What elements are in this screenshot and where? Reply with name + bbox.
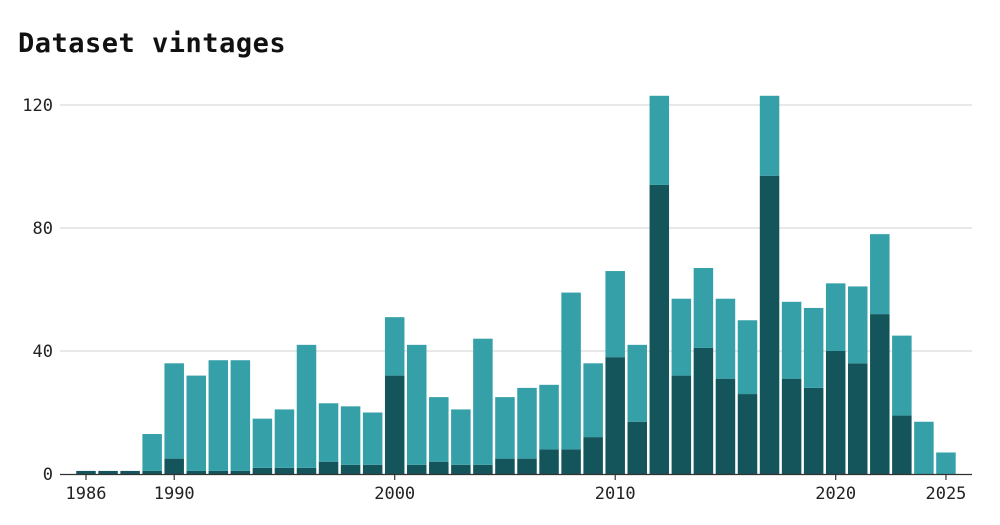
bar-lower-1991: [186, 470, 206, 474]
bar-upper-2008: [561, 292, 581, 450]
bar-lower-1994: [252, 467, 273, 474]
bar-lower-2022: [870, 314, 890, 474]
bar-lower-1993: [230, 470, 251, 474]
bar-lower-2019: [803, 387, 824, 474]
bar-lower-2001: [407, 464, 427, 474]
bar-lower-2017: [759, 175, 780, 474]
y-tick-label-40: 40: [33, 342, 53, 362]
y-tick-label-80: 80: [33, 219, 53, 239]
bar-upper-1994: [252, 418, 273, 468]
axes: 0 40 80 120 1986 1990 2000 2010 2020 2025: [22, 96, 972, 504]
bar-upper-2019: [803, 307, 824, 388]
bar-upper-2011: [627, 344, 647, 422]
bar-upper-2022: [870, 234, 890, 315]
bar-upper-1993: [230, 360, 251, 471]
bar-lower-1997: [318, 461, 339, 474]
bar-lower-2010: [605, 357, 625, 474]
bar-lower-2006: [517, 458, 537, 474]
x-tick-label-1986: 1986: [66, 484, 107, 504]
bar-lower-1990: [164, 458, 184, 474]
bar-lower-2007: [539, 449, 559, 474]
bars: [76, 95, 956, 474]
bar-lower-2000: [384, 375, 405, 474]
bar-lower-2021: [848, 363, 868, 474]
bar-upper-1998: [340, 406, 361, 465]
y-tick-label-120: 120: [22, 96, 53, 116]
bar-lower-1996: [296, 467, 317, 474]
bar-upper-1991: [186, 375, 206, 471]
x-tick-label-2025: 2025: [925, 484, 966, 504]
bar-upper-2003: [451, 409, 471, 465]
bar-lower-2013: [671, 375, 692, 474]
bar-upper-2021: [848, 286, 868, 364]
bar-upper-2015: [715, 298, 736, 379]
bar-lower-2016: [737, 394, 758, 474]
bar-upper-2017: [759, 95, 780, 176]
bar-upper-2020: [825, 283, 846, 351]
bar-upper-2002: [429, 397, 449, 462]
bar-lower-2008: [561, 449, 581, 474]
bar-upper-1989: [142, 434, 162, 471]
bar-lower-2011: [627, 421, 647, 474]
bar-upper-1990: [164, 363, 184, 459]
bar-lower-1998: [340, 464, 361, 474]
bar-lower-2009: [583, 437, 603, 474]
x-tick-label-1990: 1990: [154, 484, 195, 504]
bar-upper-2012: [649, 95, 670, 185]
x-tick-label-2020: 2020: [815, 484, 856, 504]
bar-upper-2013: [671, 298, 692, 376]
y-tick-label-0: 0: [43, 465, 53, 485]
bar-lower-2023: [892, 415, 912, 474]
bar-lower-2002: [429, 461, 449, 474]
bar-upper-1997: [318, 403, 339, 462]
bar-lower-1989: [142, 470, 162, 474]
bar-upper-2004: [473, 338, 493, 465]
bar-upper-2010: [605, 271, 625, 358]
bar-lower-2004: [473, 464, 493, 474]
bar-lower-1987: [98, 470, 118, 474]
bar-upper-2014: [693, 267, 714, 348]
bar-upper-1992: [208, 360, 229, 471]
bar-lower-1988: [120, 470, 140, 474]
bar-lower-2005: [495, 458, 515, 474]
bar-upper-2018: [781, 301, 802, 379]
bar-upper-2024: [914, 421, 934, 474]
x-tick-label-2000: 2000: [374, 484, 415, 504]
bar-lower-2003: [451, 464, 471, 474]
bar-upper-1995: [274, 409, 295, 468]
bar-upper-1996: [296, 344, 317, 468]
bar-lower-1999: [362, 464, 383, 474]
bar-upper-2025: [936, 452, 956, 474]
bar-upper-2009: [583, 363, 603, 438]
x-tick-label-2010: 2010: [595, 484, 636, 504]
bar-upper-2023: [892, 335, 912, 416]
bar-upper-2000: [384, 317, 405, 376]
bar-upper-2005: [495, 397, 515, 459]
bar-upper-2016: [737, 320, 758, 395]
bar-upper-2007: [539, 384, 559, 450]
chart-title: Dataset vintages: [18, 28, 287, 59]
bar-upper-2006: [517, 387, 537, 459]
bar-lower-1995: [274, 467, 295, 474]
bar-lower-1992: [208, 470, 229, 474]
bar-lower-2020: [825, 351, 846, 474]
bar-lower-2014: [693, 347, 714, 474]
bar-lower-2012: [649, 184, 670, 474]
bar-lower-2018: [781, 378, 802, 474]
bar-upper-2001: [407, 344, 427, 465]
bar-lower-1986: [76, 470, 96, 474]
bar-upper-1999: [362, 412, 383, 465]
bar-lower-2015: [715, 378, 736, 474]
